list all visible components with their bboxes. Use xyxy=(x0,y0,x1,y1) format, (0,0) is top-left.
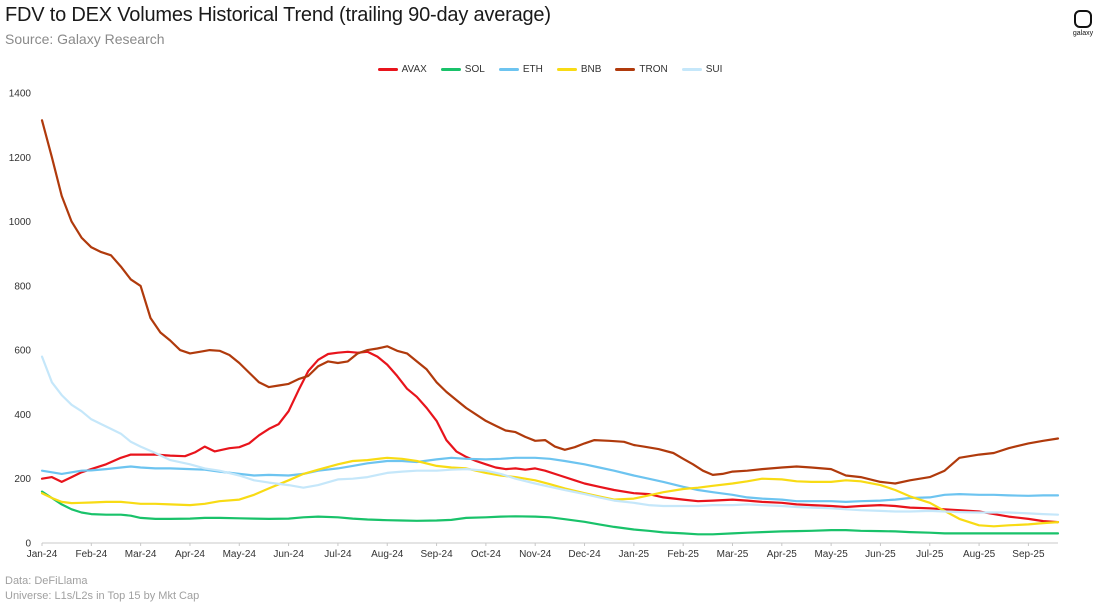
legend-swatch xyxy=(498,67,519,71)
legend-item-tron: TRON xyxy=(615,64,668,75)
legend-item-sui: SUI xyxy=(681,64,723,75)
x-tick-label: Feb-25 xyxy=(667,549,699,560)
y-tick-label: 1400 xyxy=(9,89,32,100)
legend-item-bnb: BNB xyxy=(556,64,602,75)
legend-item-eth: ETH xyxy=(498,64,543,75)
legend-swatch xyxy=(556,67,577,71)
x-tick-label: Apr-24 xyxy=(175,549,205,560)
x-tick-label: Jul-25 xyxy=(916,549,944,560)
legend-swatch xyxy=(681,67,702,71)
legend-label: SOL xyxy=(464,64,485,75)
series-line-sui xyxy=(40,355,1060,516)
y-tick-label: 400 xyxy=(14,410,31,421)
y-tick-label: 1200 xyxy=(9,153,32,164)
chart-legend: AVAX SOL ETH BNB TRON SUI xyxy=(0,64,1100,75)
x-tick-label: Apr-25 xyxy=(767,549,797,560)
x-tick-label: Jul-24 xyxy=(324,549,352,560)
x-tick-label: Oct-24 xyxy=(471,549,501,560)
x-tick-label: Feb-24 xyxy=(75,549,107,560)
data-source-note: Data: DeFiLlama xyxy=(5,575,88,587)
series-line-eth xyxy=(40,456,1060,503)
logo-text: galaxy xyxy=(1072,30,1094,37)
y-tick-label: 600 xyxy=(14,346,31,357)
y-tick-label: 1000 xyxy=(9,217,32,228)
x-tick-label: May-25 xyxy=(814,549,848,560)
legend-label: SUI xyxy=(705,64,723,75)
series-line-sol xyxy=(40,490,1060,536)
x-tick-label: Sep-25 xyxy=(1012,549,1045,560)
universe-note: Universe: L1s/L2s in Top 15 by Mkt Cap xyxy=(5,590,200,602)
legend-swatch xyxy=(615,67,636,71)
x-tick-label: Nov-24 xyxy=(519,549,552,560)
legend-swatch xyxy=(440,67,461,71)
y-tick-label: 0 xyxy=(25,539,31,550)
legend-label: ETH xyxy=(522,64,543,75)
legend-swatch xyxy=(377,67,398,71)
x-tick-label: May-24 xyxy=(223,549,257,560)
series-line-avax xyxy=(40,350,1060,524)
legend-label: TRON xyxy=(639,64,668,75)
x-tick-label: Dec-24 xyxy=(568,549,601,560)
legend-label: BNB xyxy=(580,64,602,75)
x-tick-label: Jan-24 xyxy=(27,549,58,560)
legend-label: AVAX xyxy=(401,64,427,75)
x-tick-label: Mar-24 xyxy=(125,549,157,560)
series-line-bnb xyxy=(40,456,1060,528)
legend-item-sol: SOL xyxy=(440,64,485,75)
x-tick-label: Jan-25 xyxy=(619,549,650,560)
chart-subtitle: Source: Galaxy Research xyxy=(5,31,165,47)
x-tick-label: Jun-24 xyxy=(273,549,304,560)
galaxy-logo: galaxy xyxy=(1066,10,1100,37)
x-tick-label: Jun-25 xyxy=(865,549,896,560)
chart-title: FDV to DEX Volumes Historical Trend (tra… xyxy=(5,4,551,26)
legend-item-avax: AVAX xyxy=(377,64,427,75)
y-tick-label: 800 xyxy=(14,281,31,292)
x-tick-label: Aug-24 xyxy=(371,549,404,560)
x-tick-label: Mar-25 xyxy=(717,549,749,560)
x-tick-label: Sep-24 xyxy=(420,549,453,560)
x-tick-label: Aug-25 xyxy=(963,549,996,560)
y-tick-label: 200 xyxy=(14,474,31,485)
galaxy-logo-icon xyxy=(1074,10,1092,28)
series-line-tron xyxy=(40,119,1060,485)
